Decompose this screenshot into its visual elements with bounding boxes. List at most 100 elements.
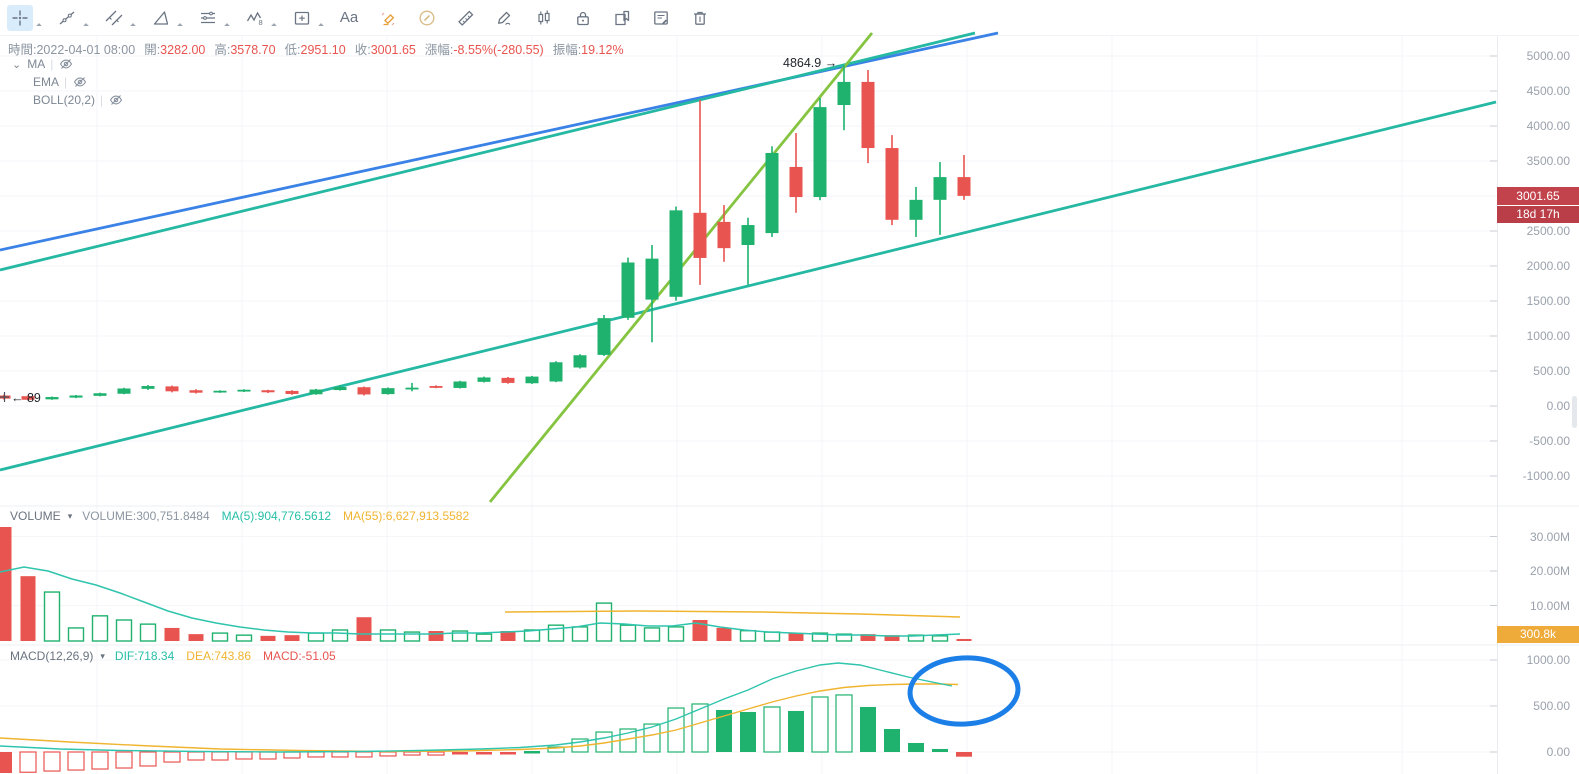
fib-levels-tool[interactable] <box>195 5 230 31</box>
candle-body <box>621 262 635 318</box>
legend-collapse-caret[interactable]: ⌄ <box>12 58 22 71</box>
volume-stat: MA(55):6,627,913.5582 <box>343 509 470 523</box>
macd-bar <box>331 751 349 758</box>
candle-body <box>885 148 899 220</box>
volume-title[interactable]: VOLUME <box>10 509 61 523</box>
volume-bar <box>139 623 157 642</box>
candle-body <box>429 386 443 388</box>
trendline-teal-long[interactable] <box>0 100 1497 472</box>
volume-dropdown-caret[interactable]: ▾ <box>67 510 73 521</box>
indicator-label: EMA <box>33 75 60 89</box>
crosshair-icon <box>12 10 28 25</box>
candle-body <box>69 395 83 398</box>
macd-bar <box>307 751 325 758</box>
shape-icon <box>153 10 169 25</box>
pattern-box-tool[interactable] <box>289 5 324 31</box>
candle-body <box>405 387 419 390</box>
candle-body <box>669 210 683 297</box>
measure-ruler-tool[interactable] <box>453 5 479 31</box>
volume-bar <box>20 576 36 641</box>
save-drawing-tool[interactable] <box>609 5 635 31</box>
volume-bar <box>956 638 972 641</box>
ohlc-info-item: 低:2951.10 <box>284 43 346 57</box>
candle-body <box>93 393 107 396</box>
trendline-teal-upper[interactable] <box>0 31 976 272</box>
candle-body <box>141 386 155 389</box>
volume-bar <box>164 627 180 641</box>
axis-tick-label: 4000.00 <box>1526 119 1570 133</box>
volume-bar <box>571 626 589 642</box>
candle-pattern-tool[interactable] <box>531 5 557 31</box>
eye-off-icon[interactable] <box>109 93 123 107</box>
candle-body <box>549 362 563 382</box>
macd-stat: DIF:718.34 <box>114 649 175 663</box>
axis-tick-label: -500.00 <box>1529 434 1570 448</box>
eye-off-icon[interactable] <box>73 75 87 89</box>
trend-line-tool[interactable] <box>54 5 89 31</box>
axis-tick-label: 0.00 <box>1546 399 1570 413</box>
macd-dif-line <box>0 662 953 753</box>
indicator-label: MA <box>27 57 46 71</box>
volume-bar <box>188 634 204 641</box>
ohlc-info-item: 收:3001.65 <box>354 43 416 57</box>
candle-body <box>381 388 395 395</box>
indicator-row-ma: ⌄ MA | <box>12 56 73 72</box>
measure-ruler-icon <box>458 10 474 26</box>
macd-bar <box>860 707 876 752</box>
candle-body <box>453 381 467 388</box>
macd-pane-header: MACD(12,26,9) ▾ DIF:718.34 DEA:743.86 MACD:-… <box>10 649 348 663</box>
macd-bar <box>811 696 829 753</box>
elliott-wave-tool[interactable]: 8 <box>242 5 277 31</box>
macd-bar <box>235 751 253 760</box>
crosshair-marker <box>0 392 9 402</box>
volume-stat: MA(5):904,776.5612 <box>221 509 332 523</box>
macd-bar <box>716 709 732 752</box>
hand-drawn-circle-annotation[interactable] <box>907 655 1021 727</box>
delete-drawings-icon <box>694 11 706 25</box>
volume-bar <box>716 627 732 641</box>
eye-off-icon[interactable] <box>59 57 73 71</box>
trend-lines <box>0 31 1497 503</box>
macd-bar <box>643 723 661 753</box>
volume-bar <box>356 617 372 641</box>
note-edit-tool[interactable] <box>648 5 674 31</box>
ohlc-info-item: 時間:2022-04-01 08:00 <box>8 43 136 57</box>
highlighter-icon <box>381 12 395 25</box>
candle-body <box>333 386 347 391</box>
trendline-blue[interactable] <box>0 31 999 252</box>
macd-dea-line <box>0 683 959 753</box>
crosshair-tool[interactable] <box>7 4 42 31</box>
freehand-draw-tool[interactable] <box>492 5 518 31</box>
delete-drawings-tool[interactable] <box>687 5 713 31</box>
volume-bar <box>379 629 397 642</box>
candle-body <box>957 177 971 196</box>
macd-title[interactable]: MACD(12,26,9) <box>10 649 94 663</box>
peak-price-annotation[interactable]: 4864.9 → <box>783 56 837 70</box>
current-volume-badge: 300.8k <box>1497 626 1579 643</box>
macd-dropdown-caret[interactable]: ▾ <box>100 650 105 661</box>
highlighter-tool[interactable] <box>375 5 401 31</box>
round-brush-tool[interactable] <box>414 5 440 31</box>
volume-bar <box>595 602 613 642</box>
macd-bar <box>283 751 301 759</box>
shape-tool[interactable] <box>148 5 183 31</box>
macd-bar <box>452 752 468 755</box>
volume-bar <box>211 632 229 642</box>
volume-bar <box>235 634 253 642</box>
parallel-channel-tool[interactable] <box>101 5 136 31</box>
macd-bar <box>43 751 61 772</box>
axis-scrollbar-thumb[interactable] <box>1572 396 1577 428</box>
volume-bar <box>284 635 300 641</box>
volume-bar <box>667 626 685 642</box>
axis-tick-label: 30.00M <box>1529 529 1570 544</box>
ohlc-info-item: 高:3578.70 <box>214 43 276 57</box>
candle-body <box>21 396 35 400</box>
left-edge-annotation[interactable]: ← 89 <box>11 391 41 405</box>
lock-drawings-tool[interactable] <box>570 5 596 31</box>
text-tool[interactable]: Aa <box>336 5 362 31</box>
volume-bar <box>331 629 349 642</box>
volume-bar <box>43 591 61 642</box>
volume-bar <box>0 527 12 641</box>
